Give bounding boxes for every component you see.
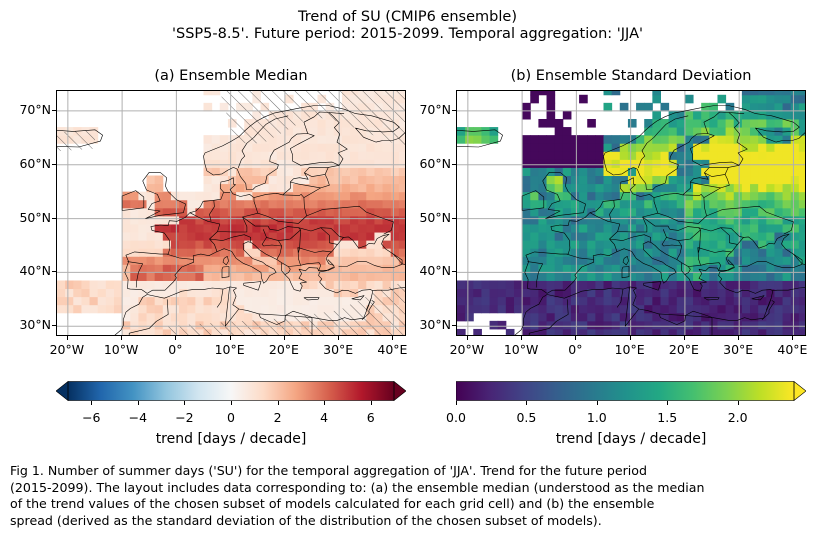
panel-a-title: (a) Ensemble Median	[154, 68, 308, 84]
colorbar-tick-label: 4	[320, 410, 329, 425]
lon-tick	[392, 336, 394, 340]
lat-tick	[52, 109, 56, 111]
colorbar-tick	[526, 401, 528, 405]
panel-b-title: (b) Ensemble Standard Deviation	[510, 68, 752, 84]
lat-tick	[452, 217, 456, 219]
median-map[interactable]	[56, 90, 406, 336]
colorbar-tick-label: 1.0	[586, 410, 607, 425]
colorbar-tick-label: 0.5	[516, 410, 537, 425]
lat-tick	[452, 271, 456, 273]
lat-tick-label: 30°N	[19, 317, 51, 333]
colorbar-tick	[324, 401, 326, 405]
lat-tick	[452, 109, 456, 111]
caption-line: Fig 1. Number of summer days ('SU') for …	[10, 463, 647, 478]
colorbar-tick	[596, 401, 598, 405]
lon-tick	[66, 336, 68, 340]
lon-tick-label: 20°W	[449, 342, 485, 357]
figure-title-line2: 'SSP5-8.5'. Future period: 2015-2099. Te…	[172, 26, 643, 42]
lon-tick	[521, 336, 523, 340]
lon-tick-label: 20°E	[268, 342, 299, 357]
colorbar-tick-label: 6	[366, 410, 375, 425]
lon-tick-label: 10°W	[503, 342, 539, 357]
colorbar-tick	[370, 401, 372, 405]
lon-tick-label: 20°E	[668, 342, 699, 357]
lon-tick-label: 0°	[568, 342, 583, 357]
std-dev-colorbar	[455, 380, 807, 402]
lon-tick-label: 0°	[168, 342, 183, 357]
lon-tick-label: 10°W	[103, 342, 139, 357]
median-colorbar	[55, 380, 407, 402]
lon-tick	[175, 336, 177, 340]
colorbar-tick-label: 0	[227, 410, 235, 425]
std-dev-colorbar-label: trend [days / decade]	[555, 431, 707, 447]
lon-tick	[229, 336, 231, 340]
lat-tick-label: 60°N	[419, 155, 451, 171]
lat-tick	[452, 163, 456, 165]
colorbar-tick	[456, 401, 457, 405]
lat-tick	[452, 325, 456, 327]
figure-caption: Fig 1. Number of summer days ('SU') for …	[10, 463, 810, 529]
lat-tick-label: 50°N	[419, 209, 451, 225]
lat-tick-label: 70°N	[19, 101, 51, 117]
lat-tick-label: 50°N	[19, 209, 51, 225]
lat-tick	[52, 325, 56, 327]
figure-title-line1: Trend of SU (CMIP6 ensemble)	[298, 9, 517, 25]
colorbar-tick-label: −4	[128, 410, 148, 425]
caption-line: spread (derived as the standard deviatio…	[10, 512, 602, 528]
lon-tick-label: 30°E	[323, 342, 354, 357]
lon-tick	[738, 336, 740, 340]
caption-line: (2015-2099). The layout includes data co…	[10, 479, 705, 495]
std-dev-map[interactable]	[456, 90, 806, 336]
lat-tick-label: 40°N	[419, 263, 451, 279]
lon-tick-label: 10°E	[614, 342, 645, 357]
lon-tick	[338, 336, 340, 340]
colorbar-tick-label: 0.0	[446, 410, 466, 425]
lat-tick-label: 70°N	[419, 101, 451, 117]
colorbar-tick	[667, 401, 669, 405]
lat-tick	[52, 163, 56, 165]
colorbar-tick-label: −6	[82, 410, 101, 425]
lat-tick-label: 30°N	[419, 317, 451, 333]
colorbar-tick-label: −2	[175, 410, 194, 425]
lat-tick	[52, 217, 56, 219]
lon-tick-label: 30°E	[723, 342, 754, 357]
colorbar-tick-label: 2	[273, 410, 282, 425]
lon-tick	[121, 336, 123, 340]
caption-line: of the trend values of the chosen subset…	[10, 496, 655, 511]
colorbar-tick	[231, 401, 232, 405]
lon-tick	[629, 336, 631, 340]
colorbar-tick-label: 2.0	[727, 410, 748, 425]
lon-tick-label: 40°E	[377, 342, 408, 357]
lon-tick-label: 40°E	[777, 342, 808, 357]
lat-tick-label: 60°N	[19, 155, 51, 171]
lon-tick-label: 20°W	[49, 342, 85, 357]
lat-tick-label: 40°N	[19, 263, 51, 279]
colorbar-tick	[184, 401, 186, 405]
colorbar-tick-label: 1.5	[657, 410, 678, 425]
colorbar-tick	[137, 401, 139, 405]
lon-tick	[683, 336, 685, 340]
lon-tick	[792, 336, 794, 340]
lon-tick	[283, 336, 285, 340]
median-colorbar-label: trend [days / decade]	[155, 431, 307, 447]
colorbar-tick	[91, 401, 93, 405]
lon-tick	[575, 336, 577, 340]
colorbar-tick	[277, 401, 279, 405]
colorbar-tick	[737, 401, 739, 405]
lon-tick	[466, 336, 468, 340]
lon-tick-label: 10°E	[214, 342, 245, 357]
lat-tick	[52, 271, 56, 273]
